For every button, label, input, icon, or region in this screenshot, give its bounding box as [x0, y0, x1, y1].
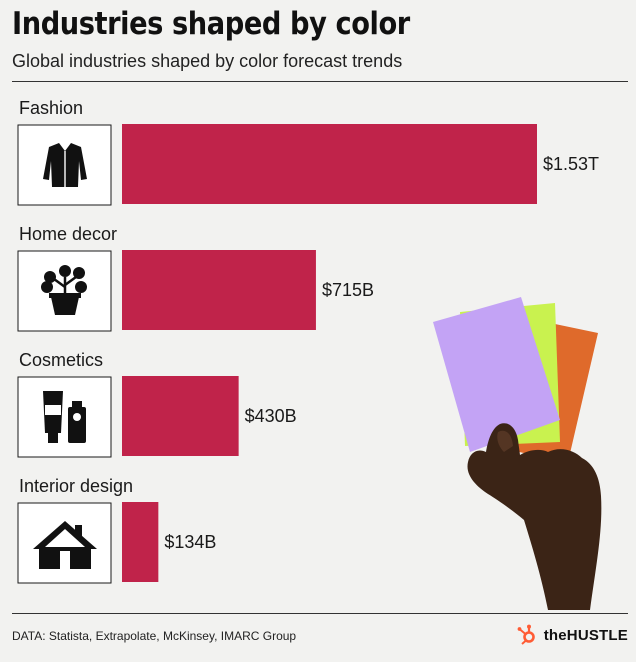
bar	[122, 250, 316, 330]
header-divider	[12, 81, 628, 82]
value-label: $430B	[245, 406, 297, 426]
value-label: $715B	[322, 280, 374, 300]
bar	[122, 502, 159, 582]
bars-layer: Fashion $1.53T Home decor $715B Cosmetics $43…	[17, 98, 599, 584]
category-label: Fashion	[19, 98, 83, 118]
data-source: DATA: Statista, Extrapolate, McKinsey, I…	[12, 629, 297, 643]
hand-highlight	[497, 430, 513, 452]
chart-title: Industries shaped by color	[12, 6, 410, 42]
jacket-icon	[43, 143, 87, 187]
hubspot-sprocket-icon	[517, 624, 535, 645]
footer-divider	[12, 613, 628, 614]
bar	[122, 376, 239, 456]
bar	[122, 124, 537, 204]
plant-icon	[41, 265, 87, 315]
value-label: $1.53T	[543, 154, 599, 174]
hand	[467, 423, 602, 610]
brand-logo[interactable]: theHUSTLE	[516, 624, 628, 646]
chart-subtitle: Global industries shaped by color foreca…	[12, 51, 403, 71]
cosmetics-icon	[43, 391, 86, 443]
house-icon	[33, 521, 97, 569]
category-label: Home decor	[19, 224, 117, 244]
hand-holding-swatches-illustration	[433, 297, 602, 610]
brand-name: theHUSTLE	[543, 626, 628, 644]
value-label: $134B	[164, 532, 216, 552]
category-label: Cosmetics	[19, 350, 103, 370]
category-label: Interior design	[19, 476, 133, 496]
purple-swatch	[433, 297, 560, 452]
icon-box	[17, 376, 112, 458]
